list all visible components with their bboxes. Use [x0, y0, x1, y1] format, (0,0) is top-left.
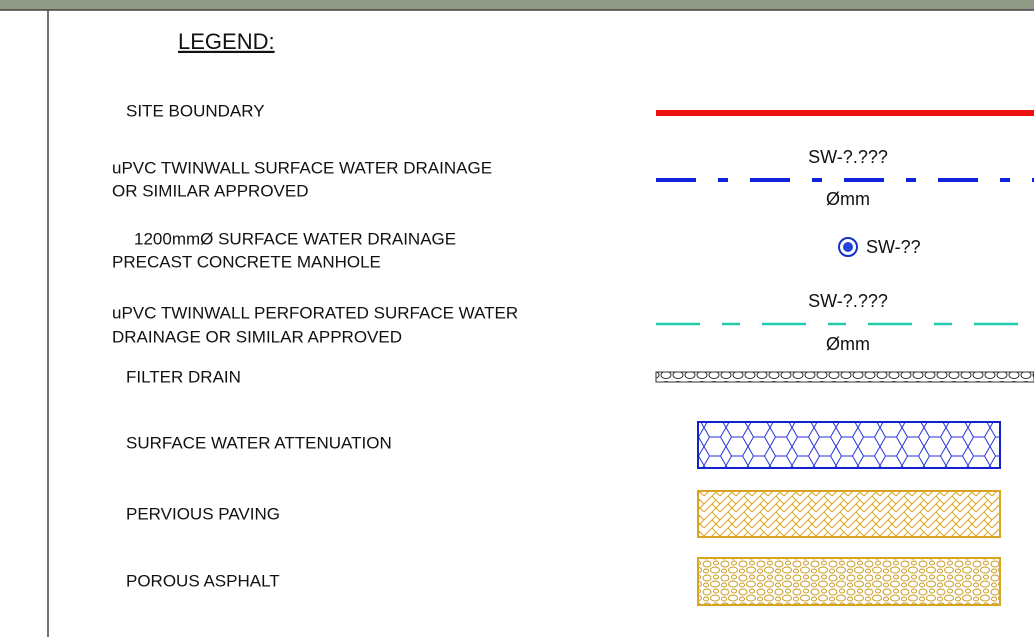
item-label: OR SIMILAR APPROVED: [112, 181, 309, 200]
pipe-ref: SW-?.???: [808, 147, 888, 167]
item-label: SITE BOUNDARY: [126, 101, 265, 120]
item-label: FILTER DRAIN: [126, 367, 241, 386]
item-label: SURFACE WATER ATTENUATION: [126, 433, 392, 452]
item-label: 1200mmØ SURFACE WATER DRAINAGE: [134, 229, 456, 248]
filter-drain-symbol: [656, 372, 1034, 382]
item-label: uPVC TWINWALL SURFACE WATER DRAINAGE: [112, 158, 492, 177]
item-label: uPVC TWINWALL PERFORATED SURFACE WATER: [112, 303, 518, 322]
item-label: PERVIOUS PAVING: [126, 504, 280, 523]
legend-title: LEGEND:: [178, 29, 275, 54]
manhole-icon: [839, 238, 857, 256]
pervious-paving-symbol: [698, 491, 1000, 537]
legend-sheet: LEGEND: SITE BOUNDARY uPVC TWINWALL SURF…: [0, 0, 1034, 637]
background-strip: [0, 0, 1034, 10]
manhole-ref: SW-??: [866, 237, 921, 257]
item-label: DRAINAGE OR SIMILAR APPROVED: [112, 327, 402, 346]
porous-asphalt-symbol: [698, 558, 1000, 605]
item-label: POROUS ASPHALT: [126, 571, 280, 590]
item-label: PRECAST CONCRETE MANHOLE: [112, 252, 381, 271]
attenuation-symbol: [698, 422, 1000, 468]
pipe-size: Ømm: [826, 189, 870, 209]
pipe-ref: SW-?.???: [808, 291, 888, 311]
pipe-size: Ømm: [826, 334, 870, 354]
